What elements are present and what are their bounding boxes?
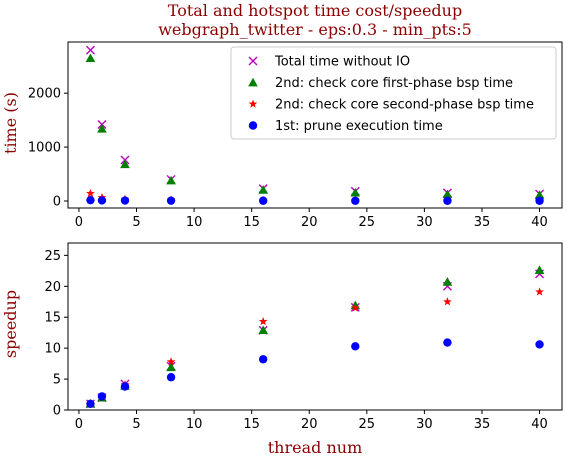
bottom-x-tick-label: 35	[474, 417, 491, 432]
top-data-point	[85, 53, 96, 63]
bottom-data-point	[258, 325, 268, 335]
top-series-4	[86, 195, 544, 205]
bottom-x-tick-label: 30	[416, 417, 433, 432]
top-series-3	[86, 188, 544, 205]
top-data-point	[350, 187, 361, 197]
bottom-y-tick-label: 25	[44, 249, 61, 264]
top-axes-frame	[67, 41, 563, 209]
top-data-point	[120, 196, 130, 205]
bottom-data-point	[166, 362, 176, 372]
top-data-point	[442, 189, 453, 199]
legend: Total time without IO 2nd: check core fir…	[230, 46, 557, 140]
top-x-tick-label: 30	[416, 215, 433, 230]
bottom-series-3	[86, 287, 544, 408]
legend-item: 2nd: check core first-phase bsp time	[248, 76, 513, 91]
bottom-y-tick-label: 20	[44, 280, 61, 295]
bottom-data-point	[535, 287, 544, 296]
chart-title-line1: Total and hotspot time cost/speedup	[168, 1, 462, 20]
legend-item: 1st: prune execution time	[248, 119, 443, 134]
legend-label: 2nd: check core second-phase bsp time	[275, 98, 534, 113]
bottom-data-point	[443, 297, 452, 306]
top-x-tick-label: 5	[132, 215, 140, 230]
legend-label: 1st: prune execution time	[275, 119, 443, 134]
bottom-x-axis-label: thread num	[268, 438, 363, 456]
legend-label: 2nd: check core first-phase bsp time	[275, 76, 513, 91]
top-data-point	[86, 188, 95, 198]
bottom-y-axis-label: speedup	[1, 290, 20, 358]
top-x-tick-label: 35	[474, 215, 491, 230]
bottom-data-point	[535, 340, 544, 349]
top-data-point	[166, 196, 176, 205]
top-x-tick-label: 10	[186, 215, 203, 230]
top-x-tick-label: 20	[301, 215, 318, 230]
top-x-tick-label: 0	[75, 215, 83, 230]
top-y-tick-label: 0	[53, 194, 61, 209]
bottom-x-tick-label: 5	[132, 417, 140, 432]
bottom-series-2	[85, 265, 545, 408]
top-x-tick-label: 25	[359, 215, 376, 230]
bottom-series-1	[85, 269, 545, 409]
legend-label: Total time without IO	[274, 55, 410, 70]
top-x-tick-label: 40	[531, 215, 548, 230]
top-y-tick-label: 2000	[28, 87, 61, 102]
bottom-x-tick-label: 20	[301, 417, 318, 432]
legend-marker	[248, 56, 258, 66]
bottom-y-tick-label: 0	[53, 404, 61, 419]
legend-item: 2nd: check core second-phase bsp time	[248, 98, 534, 113]
legend-marker	[248, 77, 258, 87]
top-data-point	[351, 196, 360, 205]
top-data-point	[120, 159, 130, 169]
legend-marker	[248, 99, 258, 108]
top-data-point	[535, 196, 544, 205]
legend-marker	[248, 121, 258, 130]
top-data-point	[258, 185, 268, 194]
bottom-data-point	[350, 303, 360, 312]
speedup-panel: 0 5 10 15 20 25 30 35 40 0 5 10 15 20 25	[44, 242, 563, 432]
bottom-x-tick-label: 40	[531, 417, 548, 432]
chart-title-line2: webgraph_twitter - eps:0.3 - min_pts:5	[158, 20, 472, 39]
bottom-x-tick-label: 15	[243, 417, 260, 432]
top-data-point	[166, 175, 176, 185]
bottom-x-tick-label: 25	[359, 417, 376, 432]
bottom-y-tick-label: 5	[53, 373, 61, 388]
bottom-data-point	[86, 399, 95, 409]
bottom-x-tick-label: 10	[186, 417, 203, 432]
bottom-series-4	[86, 338, 544, 409]
bottom-y-tick-label: 10	[44, 342, 61, 357]
legend-item: Total time without IO	[248, 55, 410, 70]
top-data-point	[534, 190, 545, 199]
bottom-data-point	[258, 316, 268, 326]
bottom-axes-frame	[67, 242, 563, 411]
top-data-point	[258, 196, 268, 205]
bottom-x-tick-label: 0	[75, 417, 83, 432]
top-y-tick-label: 1000	[28, 141, 61, 156]
bottom-data-point	[166, 357, 176, 366]
bottom-data-point	[443, 338, 452, 347]
bottom-y-tick-label: 15	[44, 311, 61, 326]
legend-box	[230, 46, 557, 140]
bottom-data-point	[258, 355, 268, 364]
top-data-point	[443, 196, 452, 205]
bottom-data-point	[97, 392, 107, 401]
top-x-tick-label: 15	[243, 215, 260, 230]
time-panel: 0 5 10 15 20 25 30 35 40 0 1000 2000	[28, 41, 563, 230]
bottom-data-point	[166, 373, 176, 382]
top-series-2	[85, 53, 545, 199]
bottom-data-point	[120, 382, 130, 391]
bottom-data-point	[351, 342, 360, 351]
top-data-point	[97, 123, 107, 133]
top-data-point	[85, 45, 95, 55]
top-data-point	[97, 196, 107, 205]
bottom-data-point	[442, 277, 453, 286]
top-y-axis-label: time (s)	[1, 92, 20, 154]
bottom-data-point	[534, 265, 545, 275]
top-data-point	[86, 195, 95, 205]
